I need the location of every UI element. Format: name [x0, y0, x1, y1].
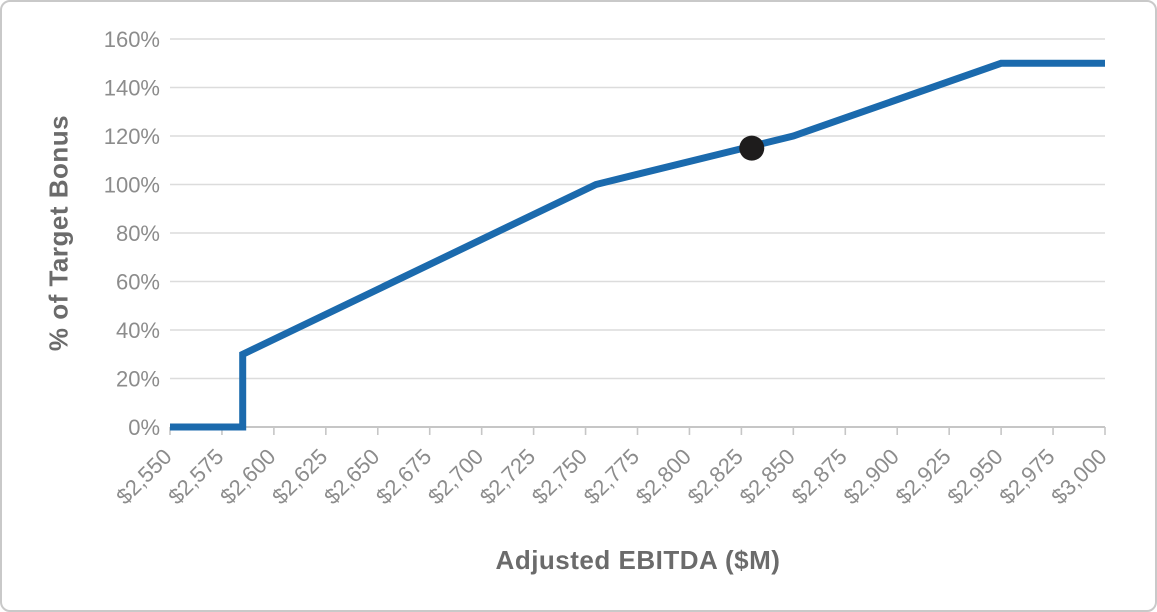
x-tick-label: $2,850 — [735, 444, 800, 509]
y-tick-label: 20% — [116, 367, 160, 392]
x-tick-label: $2,775 — [579, 444, 644, 509]
x-tick-label: $2,900 — [838, 444, 903, 509]
y-tick-label: 0% — [128, 415, 160, 440]
x-tick-label: $3,000 — [1046, 444, 1111, 509]
y-tick-label: 100% — [104, 173, 160, 198]
x-tick-label: $2,600 — [215, 444, 280, 509]
current-performance-marker — [739, 135, 765, 161]
y-axis-title: % of Target Bonus — [43, 114, 74, 352]
x-tick-label: $2,550 — [111, 444, 176, 509]
x-tick-label: $2,950 — [942, 444, 1007, 509]
gridlines — [170, 38, 1105, 380]
y-tick-label: 80% — [116, 221, 160, 246]
y-tick-label: 120% — [104, 124, 160, 149]
y-axis-tick-labels: 0% 20% 40% 60% 80% 100% 120% 140% 160% — [104, 27, 160, 440]
x-tick-label: $2,925 — [890, 444, 955, 509]
x-axis-tick-labels: $2,550$2,575$2,600$2,625$2,650$2,675$2,7… — [111, 444, 1111, 509]
y-tick-label: 60% — [116, 270, 160, 295]
y-tick-label: 40% — [116, 318, 160, 343]
x-tick-label: $2,700 — [423, 444, 488, 509]
x-tick-label: $2,675 — [371, 444, 436, 509]
x-tick-label: $2,800 — [631, 444, 696, 509]
bonus-curve-line — [170, 59, 1105, 431]
x-tick-label: $2,825 — [683, 444, 748, 509]
x-tick-label: $2,875 — [787, 444, 852, 509]
x-tick-label: $2,575 — [163, 444, 228, 509]
x-tick-label: $2,650 — [319, 444, 384, 509]
x-axis-title: Adjusted EBITDA ($M) — [495, 545, 781, 575]
x-tick-label: $2,750 — [527, 444, 592, 509]
y-tick-label: 160% — [104, 27, 160, 52]
x-tick-label: $2,725 — [475, 444, 540, 509]
x-axis — [169, 426, 1106, 435]
x-tick-label: $2,975 — [994, 444, 1059, 509]
y-tick-label: 140% — [104, 76, 160, 101]
x-tick-label: $2,625 — [267, 444, 332, 509]
